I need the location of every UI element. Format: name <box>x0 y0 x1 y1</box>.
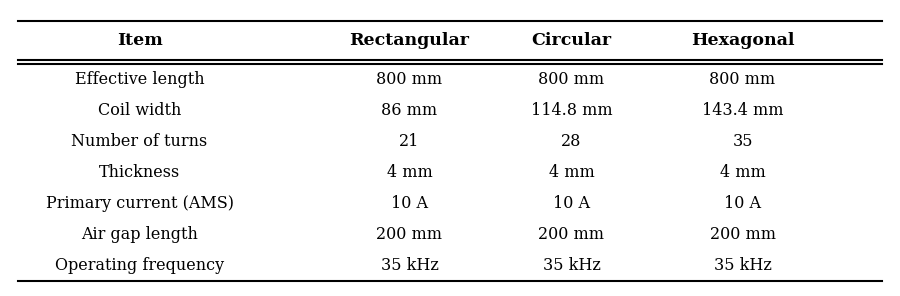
Text: 800 mm: 800 mm <box>709 71 776 88</box>
Text: 200 mm: 200 mm <box>376 226 443 243</box>
Text: 35 kHz: 35 kHz <box>381 257 438 274</box>
Text: 800 mm: 800 mm <box>376 71 443 88</box>
Text: 28: 28 <box>562 133 581 150</box>
Text: 200 mm: 200 mm <box>538 226 605 243</box>
Text: Number of turns: Number of turns <box>71 133 208 150</box>
Text: 143.4 mm: 143.4 mm <box>702 102 783 119</box>
Text: 800 mm: 800 mm <box>538 71 605 88</box>
Text: Operating frequency: Operating frequency <box>55 257 224 274</box>
Text: Thickness: Thickness <box>99 164 180 181</box>
Text: Coil width: Coil width <box>98 102 181 119</box>
Text: Air gap length: Air gap length <box>81 226 198 243</box>
Text: Rectangular: Rectangular <box>349 32 470 49</box>
Text: 35 kHz: 35 kHz <box>543 257 600 274</box>
Text: 200 mm: 200 mm <box>709 226 776 243</box>
Text: 35: 35 <box>733 133 752 150</box>
Text: 21: 21 <box>400 133 419 150</box>
Text: Circular: Circular <box>531 32 612 49</box>
Text: Effective length: Effective length <box>75 71 204 88</box>
Text: 86 mm: 86 mm <box>382 102 437 119</box>
Text: 4 mm: 4 mm <box>387 164 432 181</box>
Text: 4 mm: 4 mm <box>720 164 765 181</box>
Text: 10 A: 10 A <box>553 195 590 212</box>
Text: Hexagonal: Hexagonal <box>691 32 794 49</box>
Text: 10 A: 10 A <box>391 195 428 212</box>
Text: Item: Item <box>117 32 162 49</box>
Text: 35 kHz: 35 kHz <box>714 257 771 274</box>
Text: 114.8 mm: 114.8 mm <box>531 102 612 119</box>
Text: 4 mm: 4 mm <box>549 164 594 181</box>
Text: Primary current (AMS): Primary current (AMS) <box>46 195 233 212</box>
Text: 10 A: 10 A <box>724 195 761 212</box>
